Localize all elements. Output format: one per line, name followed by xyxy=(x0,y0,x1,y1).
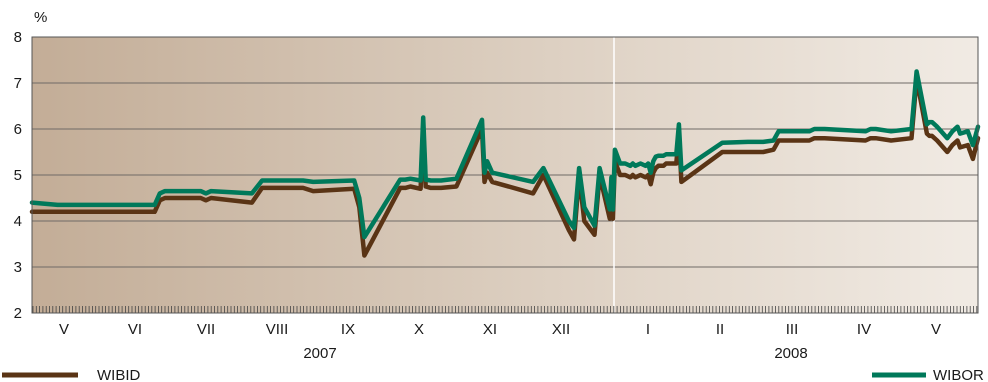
y-tick-label: 5 xyxy=(14,167,22,184)
legend-wibid-label: WIBID xyxy=(97,367,140,382)
plot-border xyxy=(31,36,979,314)
month-label: I xyxy=(646,321,650,338)
y-tick-label: 8 xyxy=(14,29,22,46)
month-label: V xyxy=(931,321,941,338)
month-label: X xyxy=(414,321,424,338)
year-label-2008: 2008 xyxy=(774,345,807,362)
x-axis-minor-ticks xyxy=(32,306,978,313)
month-label: VIII xyxy=(266,321,289,338)
series-layer xyxy=(29,69,981,258)
y-tick-label: 6 xyxy=(14,121,22,138)
month-label: IX xyxy=(341,321,355,338)
y-axis-ticks: 2 3 4 5 6 7 8 xyxy=(14,29,22,322)
y-tick-label: 2 xyxy=(14,305,22,322)
y-axis-unit: % xyxy=(34,9,47,26)
month-label: VII xyxy=(197,321,215,338)
y-tick-label: 7 xyxy=(14,75,22,92)
legend-wibor-label: WIBOR xyxy=(933,367,984,382)
month-label: IV xyxy=(857,321,871,338)
y-tick-label: 3 xyxy=(14,259,22,276)
y-tick-label: 4 xyxy=(14,213,22,230)
month-label: V xyxy=(59,321,69,338)
month-label: II xyxy=(716,321,724,338)
month-label: III xyxy=(786,321,799,338)
series-line-wibor xyxy=(29,69,981,240)
month-label: VI xyxy=(128,321,142,338)
x-axis-month-labels: V VI VII VIII IX X XI XII I II III IV V xyxy=(59,321,941,338)
month-label: XI xyxy=(483,321,497,338)
month-label: XII xyxy=(552,321,570,338)
year-label-2007: 2007 xyxy=(303,345,336,362)
